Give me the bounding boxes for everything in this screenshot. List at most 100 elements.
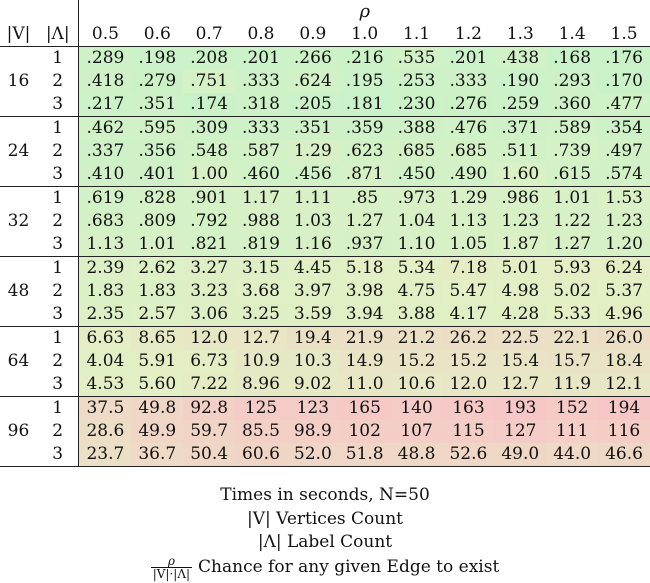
time-cell: .986: [494, 186, 547, 210]
time-cell: 1.29: [286, 140, 339, 163]
time-cell: 5.37: [598, 280, 650, 303]
time-cell: .615: [546, 163, 599, 187]
time-cell: .574: [598, 163, 650, 187]
vertices-count-cell: 16: [0, 46, 37, 117]
label-count-cell: 3: [36, 93, 80, 117]
time-cell: 3.27: [183, 256, 236, 280]
time-cell: .828: [131, 186, 184, 210]
time-cell: 1.20: [598, 233, 650, 257]
time-cell: .595: [131, 116, 184, 140]
label-count-cell: 3: [36, 163, 80, 187]
time-cell: .174: [183, 93, 236, 117]
label-count-cell: 2: [36, 210, 80, 233]
rho-description: Chance for any given Edge to exist: [198, 556, 500, 577]
time-cell: 1.17: [235, 186, 287, 210]
time-cell: 1.04: [390, 210, 443, 233]
vertices-count-cell: 48: [0, 256, 37, 327]
time-cell: .460: [235, 163, 287, 187]
time-cell: 5.34: [390, 256, 443, 280]
time-cell: 49.0: [494, 443, 547, 467]
time-cell: .871: [338, 163, 391, 187]
time-cell: .624: [286, 70, 339, 93]
time-cell: .988: [235, 210, 287, 233]
time-cell: 2.39: [78, 256, 132, 280]
time-cell: 1.16: [286, 233, 339, 257]
time-cell: .371: [494, 116, 547, 140]
column-header: 0.7: [183, 23, 236, 47]
time-cell: 165: [338, 396, 391, 420]
time-cell: 102: [338, 420, 391, 443]
time-cell: 6.73: [183, 350, 236, 373]
time-cell: .333: [442, 70, 495, 93]
time-cell: .792: [183, 210, 236, 233]
time-cell: 4.98: [494, 280, 547, 303]
label-count-cell: 1: [36, 186, 80, 210]
column-header: 1.2: [442, 23, 495, 47]
time-cell: .418: [78, 70, 132, 93]
label-count-cell: 1: [36, 46, 80, 70]
time-cell: .497: [598, 140, 650, 163]
time-cell: 14.9: [338, 350, 391, 373]
time-cell: .266: [286, 46, 339, 70]
time-cell: 3.88: [390, 303, 443, 327]
time-cell: 12.7: [235, 326, 287, 350]
table-row: 16 1.289.198.208.201.266.216.535.201.438.…: [0, 46, 650, 117]
label-count-cell: 3: [36, 233, 80, 257]
time-cell: 49.8: [131, 396, 184, 420]
time-cell: 46.6: [598, 443, 650, 467]
time-cell: .201: [235, 46, 287, 70]
time-cell: .490: [442, 163, 495, 187]
time-cell: .216: [338, 46, 391, 70]
time-cell: 2.35: [78, 303, 132, 327]
table-row: 3 23.7 36.7 50.4 60.6 52.0 51.8 48.8 52.6 49.0 44.…: [0, 443, 650, 467]
table-row: 64 1 6.63 8.65 12.0 12.7 19.4 21.9 21.2 26.2 22.5 2…: [0, 326, 650, 397]
time-cell: 15.2: [442, 350, 495, 373]
time-cell: 1.83: [78, 280, 132, 303]
label-count-cell: 1: [36, 116, 80, 140]
time-cell: 4.28: [494, 303, 547, 327]
vertices-count-cell: 24: [0, 116, 37, 187]
time-cell: 11.0: [338, 373, 391, 397]
time-cell: 5.47: [442, 280, 495, 303]
time-cell: .190: [494, 70, 547, 93]
time-cell: 28.6: [78, 420, 132, 443]
time-cell: 98.9: [286, 420, 339, 443]
time-cell: .208: [183, 46, 236, 70]
time-cell: .456: [286, 163, 339, 187]
labels-header: |Λ|: [36, 23, 80, 47]
time-cell: .333: [235, 70, 287, 93]
time-cell: .462: [78, 116, 132, 140]
time-cell: 60.6: [235, 443, 287, 467]
time-cell: 26.0: [598, 326, 650, 350]
time-cell: 4.45: [286, 256, 339, 280]
time-cell: .354: [598, 116, 650, 140]
time-cell: .85: [338, 186, 391, 210]
rho-fraction-numerator: ρ: [167, 553, 175, 568]
time-cell: .279: [131, 70, 184, 93]
time-cell: 1.83: [131, 280, 184, 303]
time-cell: .351: [286, 116, 339, 140]
time-cell: .198: [131, 46, 184, 70]
time-cell: .293: [546, 70, 599, 93]
time-cell: .201: [442, 46, 495, 70]
time-cell: 123: [286, 396, 339, 420]
time-cell: 111: [546, 420, 599, 443]
table-row: 48 1 2.39 2.62 3.27 3.15 4.45 5.18 5.34 7.18 5.01 5…: [0, 256, 650, 327]
time-cell: 2.62: [131, 256, 184, 280]
vertices-count-cell: 64: [0, 326, 37, 397]
time-cell: 23.7: [78, 443, 132, 467]
label-count-cell: 2: [36, 140, 80, 163]
table-row: 96 1 37.5 49.8 92.8 125 123 165 140 163 193 152 194: [0, 396, 650, 467]
time-cell: 1.03: [286, 210, 339, 233]
time-cell: 59.7: [183, 420, 236, 443]
time-cell: 10.9: [235, 350, 287, 373]
time-cell: 107: [390, 420, 443, 443]
label-count-cell: 2: [36, 420, 80, 443]
time-cell: .205: [286, 93, 339, 117]
table-row: 3 2.35 2.57 3.06 3.25 3.59 3.94 3.88 4.17 4.28 5.3…: [0, 303, 650, 327]
time-cell: .388: [390, 116, 443, 140]
time-cell: .450: [390, 163, 443, 187]
time-cell: 22.5: [494, 326, 547, 350]
time-cell: .337: [78, 140, 132, 163]
